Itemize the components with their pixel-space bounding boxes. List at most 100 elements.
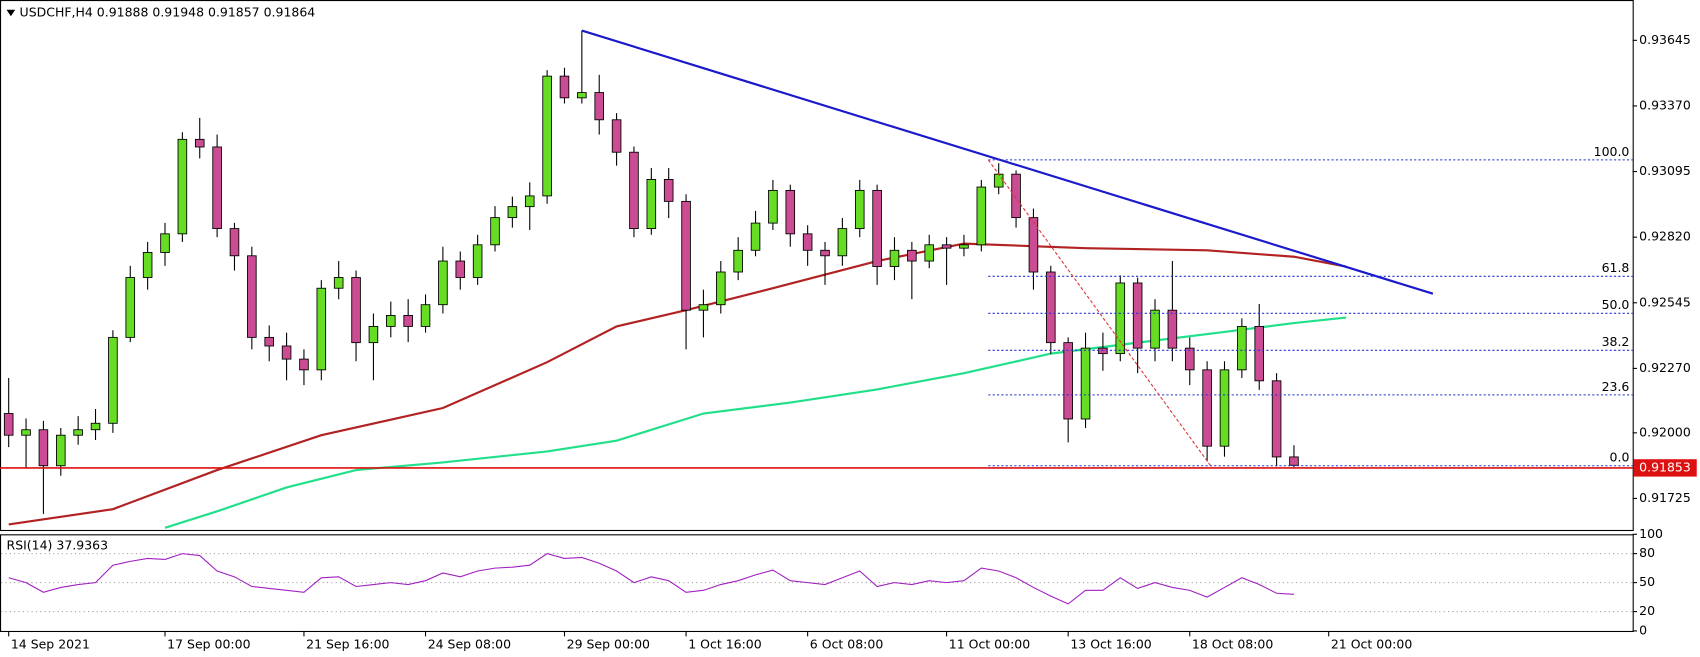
candle-body bbox=[924, 244, 935, 262]
candle-body bbox=[1046, 271, 1056, 344]
x-tick-label: 13 Oct 16:00 bbox=[1070, 637, 1151, 652]
main-panel-frame bbox=[0, 0, 1634, 532]
rsi-y-tick-label: 20 bbox=[1639, 603, 1655, 618]
candle-body bbox=[1150, 309, 1160, 349]
candle-body bbox=[577, 92, 587, 99]
candle-body bbox=[559, 75, 570, 99]
candle-body bbox=[420, 304, 431, 327]
candle-body bbox=[38, 429, 49, 467]
x-tick-label: 6 Oct 08:00 bbox=[810, 637, 884, 652]
candle-body bbox=[247, 255, 257, 338]
candle-body bbox=[907, 249, 917, 262]
rsi-label: RSI(14) 37.9363 bbox=[7, 538, 109, 553]
rsi-y-tick-label: 80 bbox=[1639, 545, 1655, 560]
candle-body bbox=[785, 189, 796, 235]
x-tick-label: 1 Oct 16:00 bbox=[688, 637, 762, 652]
candle-body bbox=[854, 189, 865, 230]
candle-body bbox=[524, 195, 535, 208]
candle-body bbox=[73, 429, 83, 436]
candle-body bbox=[820, 249, 830, 257]
x-tick-label: 17 Sep 00:00 bbox=[167, 637, 250, 652]
current-price-box bbox=[1633, 459, 1697, 477]
fib-level-label: 23.6 bbox=[1602, 379, 1630, 394]
candle-body bbox=[229, 228, 240, 257]
trendline bbox=[581, 29, 1434, 295]
candle-body bbox=[386, 315, 396, 327]
rsi-y-tick-label: 100 bbox=[1639, 526, 1663, 541]
rsi-y-tick-label: 50 bbox=[1639, 574, 1655, 589]
candle-body bbox=[281, 345, 292, 360]
main-plot bbox=[3, 29, 1633, 529]
candle-body bbox=[1271, 380, 1282, 458]
candle-body bbox=[368, 325, 379, 344]
candle-body bbox=[1115, 282, 1126, 355]
candle-body bbox=[490, 217, 500, 246]
fib-level-label: 38.2 bbox=[1602, 334, 1630, 349]
x-tick-label: 21 Oct 00:00 bbox=[1331, 637, 1412, 652]
candle-body bbox=[837, 228, 848, 257]
candle-body bbox=[1098, 347, 1108, 355]
candle-body bbox=[594, 92, 604, 121]
candle-body bbox=[976, 186, 987, 246]
x-tick-label: 14 Sep 2021 bbox=[11, 637, 90, 652]
x-tick-label: 29 Sep 00:00 bbox=[567, 637, 650, 652]
candle-body bbox=[1028, 217, 1039, 273]
chart-title: USDCHF,H4 0.91888 0.91948 0.91857 0.9186… bbox=[20, 5, 316, 20]
candle-body bbox=[1080, 347, 1091, 420]
y-tick-label: 0.91725 bbox=[1639, 490, 1691, 505]
candle-body bbox=[1132, 282, 1143, 349]
candle-body bbox=[733, 249, 743, 273]
candle-body bbox=[1184, 347, 1195, 371]
candle-body bbox=[177, 138, 188, 235]
candle-body bbox=[1219, 369, 1230, 447]
candle-body bbox=[802, 233, 813, 251]
candle-body bbox=[542, 75, 552, 197]
candle-body bbox=[21, 429, 31, 436]
candle-body bbox=[108, 336, 118, 424]
candle-body bbox=[160, 233, 170, 253]
candle-body bbox=[1289, 456, 1299, 466]
rsi-line bbox=[8, 553, 1294, 605]
x-tick-label: 18 Oct 08:00 bbox=[1192, 637, 1273, 652]
candle-body bbox=[438, 260, 448, 306]
candle-body bbox=[698, 304, 709, 311]
candle-body bbox=[1167, 309, 1178, 349]
candle-body bbox=[507, 206, 518, 219]
candle-body bbox=[1237, 325, 1247, 371]
candle-body bbox=[872, 189, 882, 267]
candle-body bbox=[351, 277, 361, 344]
candle-body bbox=[768, 189, 778, 224]
candle-body bbox=[472, 244, 483, 278]
candle-body bbox=[455, 260, 466, 278]
candle-body bbox=[959, 244, 969, 249]
fib-level-label: 50.0 bbox=[1602, 297, 1630, 312]
candle-body bbox=[889, 249, 900, 267]
fib-level-label: 0.0 bbox=[1610, 450, 1630, 465]
candle-body bbox=[333, 277, 344, 289]
x-tick-label: 11 Oct 00:00 bbox=[949, 637, 1030, 652]
candle-body bbox=[316, 287, 327, 371]
candle-body bbox=[212, 146, 222, 230]
candle-body bbox=[663, 178, 674, 202]
candle-body bbox=[142, 252, 153, 278]
y-tick-label: 0.93370 bbox=[1639, 97, 1691, 112]
symbol-menu-arrow[interactable] bbox=[6, 9, 16, 17]
current-price-label: 0.91853 bbox=[1639, 459, 1691, 474]
candle-body bbox=[646, 178, 657, 230]
candle-body bbox=[611, 119, 622, 153]
candle-body bbox=[90, 422, 101, 431]
y-tick-label: 0.92000 bbox=[1639, 424, 1691, 439]
moving-average bbox=[164, 316, 1347, 529]
candle-body bbox=[56, 434, 66, 467]
candle-body bbox=[629, 151, 639, 230]
candle-body bbox=[264, 336, 274, 347]
candle-body bbox=[1011, 173, 1021, 219]
candle-body bbox=[3, 413, 14, 436]
candle-body bbox=[716, 271, 726, 306]
candle-body bbox=[1254, 325, 1265, 382]
candle-body bbox=[1063, 342, 1073, 420]
y-tick-label: 0.93095 bbox=[1639, 163, 1691, 178]
candle-body bbox=[299, 358, 309, 371]
